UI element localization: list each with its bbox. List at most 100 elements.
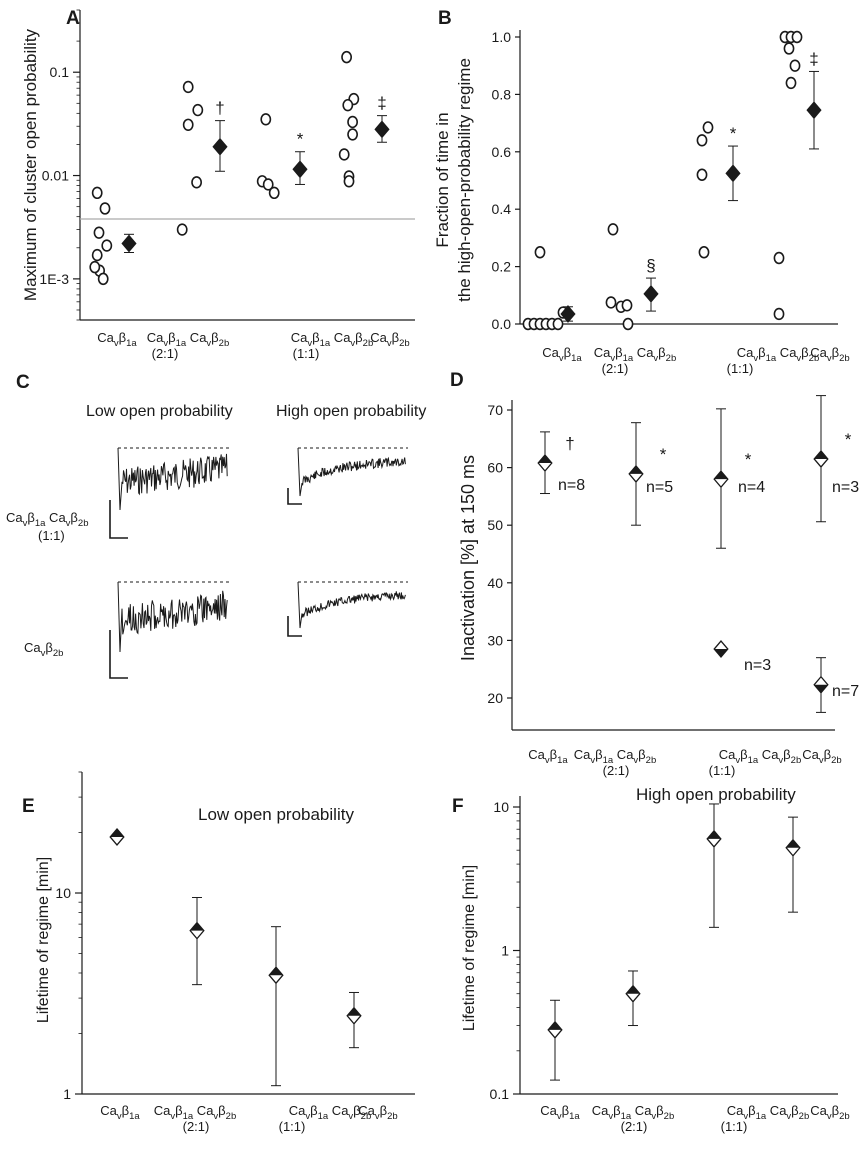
panel-d-tick-label-0: 20: [487, 690, 503, 706]
c-r1-as: v: [23, 518, 28, 529]
panel-f-cat-1: Cavβ1a Cavβ2b: [592, 1103, 674, 1122]
panel-c-scalebar-4: [287, 616, 302, 637]
panel-b-mean-0: [560, 305, 576, 323]
panel-b-cat-1-beta2: β: [658, 345, 665, 360]
panel-e-cat-1: Cavβ1a Cavβ2b: [154, 1103, 236, 1122]
panel-c-row-2-label: Cavβ2b: [24, 640, 63, 659]
panel-b-point-g3-3: [783, 42, 795, 55]
panel-a-cat-1: Cavβ1a Cavβ2b: [147, 330, 229, 349]
panel-d-point-5-fill: [814, 684, 828, 693]
panel-b-point-g3-2: [791, 30, 803, 44]
panel-f-cat-2-ca: Ca: [727, 1103, 744, 1118]
panel-a-point-g1-0: [182, 80, 194, 94]
panel-a-mean-0: [121, 234, 137, 253]
panel-f-point-3-fill: [786, 839, 800, 848]
panel-d-cat-1-v: v: [590, 755, 595, 766]
panel-d-n-label-4: n=3: [744, 657, 771, 674]
panel-a-tick-label-1: 0.01: [42, 168, 69, 184]
panel-e-point-3: [346, 1006, 362, 1025]
panel-c-scalebar-2: [287, 488, 302, 505]
panel-b-cat-1-sub: 1a: [623, 353, 634, 364]
panel-b-mark-3: ‡: [809, 49, 818, 68]
panel-e-cat-3: Cavβ2b: [358, 1103, 397, 1122]
panel-a-cat-3-ca: Ca: [370, 330, 387, 345]
panel-a-point-g0-0: [91, 186, 103, 200]
panel-f-point-2-fill: [707, 830, 721, 839]
panel-a-mean-3: [374, 120, 390, 139]
panel-e-cat-1-beta2: β: [218, 1103, 225, 1118]
panel-f-cat-2-beta2: β: [791, 1103, 798, 1118]
panel-a-point-g3-2: [342, 98, 354, 112]
panel-a-point-g2-3: [268, 186, 280, 200]
panel-b-cat-3-beta: β: [832, 345, 839, 360]
panel-a-tick-label-0: 0.1: [50, 64, 70, 80]
panel-d-cat-0-beta: β: [550, 747, 557, 762]
panel-b-mark-1: §: [646, 256, 655, 275]
panel-a-point-g3-4: [347, 128, 358, 141]
panel-a-cat-1-sub: 1a: [176, 338, 187, 349]
panel-a-cat-0-sub: 1a: [126, 338, 137, 349]
panel-b-cat-3: Cavβ2b: [810, 345, 849, 364]
panel-b-point-g1-4: [622, 317, 634, 331]
panel-a-point-g2-2: [262, 178, 274, 191]
panel-d-point-3-fill: [814, 450, 828, 459]
panel-d-point-4-fill: [714, 649, 728, 658]
panel-d-mark-3: *: [845, 430, 852, 449]
c-r2-bs: 2b: [53, 648, 64, 659]
panel-c-trace-r2-high-current: [297, 447, 406, 497]
panel-d-cat-1-v2: v: [633, 755, 638, 766]
panel-f-point-2: [706, 829, 722, 848]
panel-f-cat-0: Cavβ1a: [540, 1103, 580, 1122]
panel-a-mark-3: ‡: [377, 94, 386, 113]
c-r1-a: Ca: [6, 510, 23, 525]
panel-f-cat-ratio-1: (2:1): [621, 1119, 648, 1134]
panel-d-cat-0-v: v: [545, 755, 550, 766]
panel-b-point-g2-2: [696, 168, 708, 181]
panel-f-cat-ratio-2: (1:1): [721, 1119, 748, 1134]
panel-e-cat-ratio-1: (2:1): [183, 1119, 210, 1134]
panel-f-point-0: [547, 1020, 563, 1039]
panel-e-cat-2-sub2: 2b: [361, 1111, 372, 1122]
panel-b-y-label-1: Fraction of time in: [433, 112, 452, 247]
panel-d-point-1-fill: [629, 465, 643, 474]
panel-d-point-0-fill: [538, 454, 552, 463]
panel-d-cat-3-ca: Ca: [802, 747, 819, 762]
panel-b-cat-2-v2: v: [796, 353, 801, 364]
panel-d-cat-2-v2: v: [778, 755, 783, 766]
panel-d-cat-3-v: v: [819, 755, 824, 766]
panel-d-tick-label-1: 30: [487, 632, 503, 648]
panel-b-cat-2: Cavβ1a Cavβ2b: [737, 345, 819, 364]
panel-a-mark-2: *: [297, 130, 304, 149]
panel-d-cat-1-ca: Ca: [574, 747, 591, 762]
panel-b-point-g2-0: [696, 134, 708, 147]
panel-a-cat-2-v2: v: [350, 338, 355, 349]
panel-d-cat-1-sub2: 2b: [646, 755, 657, 766]
panel-a-point-g0-6: [89, 260, 101, 274]
panel-a-point-g0-4: [91, 248, 103, 262]
panel-d-cat-3-beta: β: [824, 747, 831, 762]
panel-f-point-1: [625, 984, 641, 1003]
panel-a-cat-2-sub: 1a: [320, 338, 331, 349]
panel-a-mean-1: [212, 137, 228, 156]
panel-b-y-label-2: the high-open-probability regime: [455, 58, 474, 302]
c-r1-d: β: [70, 510, 77, 525]
panel-a-point-g3-5: [338, 148, 350, 161]
panel-b-cat-3-v: v: [827, 353, 832, 364]
panel-f-cat-2-ca2: Ca: [766, 1103, 787, 1118]
panel-f-tick-label-1: 1: [501, 943, 509, 959]
panel-b-cat-ratio-2: (1:1): [727, 361, 754, 376]
panel-e-cat-3-v: v: [375, 1111, 380, 1122]
panel-d-cat-3: Cavβ2b: [802, 747, 841, 766]
panel-e-cat-2-beta: β: [310, 1103, 317, 1118]
panel-d-cat-1-sub: 1a: [603, 755, 614, 766]
panel-b-point-g1-3: [621, 299, 633, 312]
panel-d-point-2: [713, 470, 729, 489]
panel-d-point-5: [813, 675, 829, 694]
panel-f-cat-1-v2: v: [651, 1111, 656, 1122]
panel-d-tick-label-3: 50: [487, 517, 503, 533]
panel-b-letter: B: [438, 8, 452, 29]
panel-b-cat-1-sub2: 2b: [666, 353, 677, 364]
panel-a-cat-3-beta: β: [392, 330, 399, 345]
panel-d-cat-2-ca2: Ca: [758, 747, 779, 762]
panel-f-cat-3-v: v: [827, 1111, 832, 1122]
